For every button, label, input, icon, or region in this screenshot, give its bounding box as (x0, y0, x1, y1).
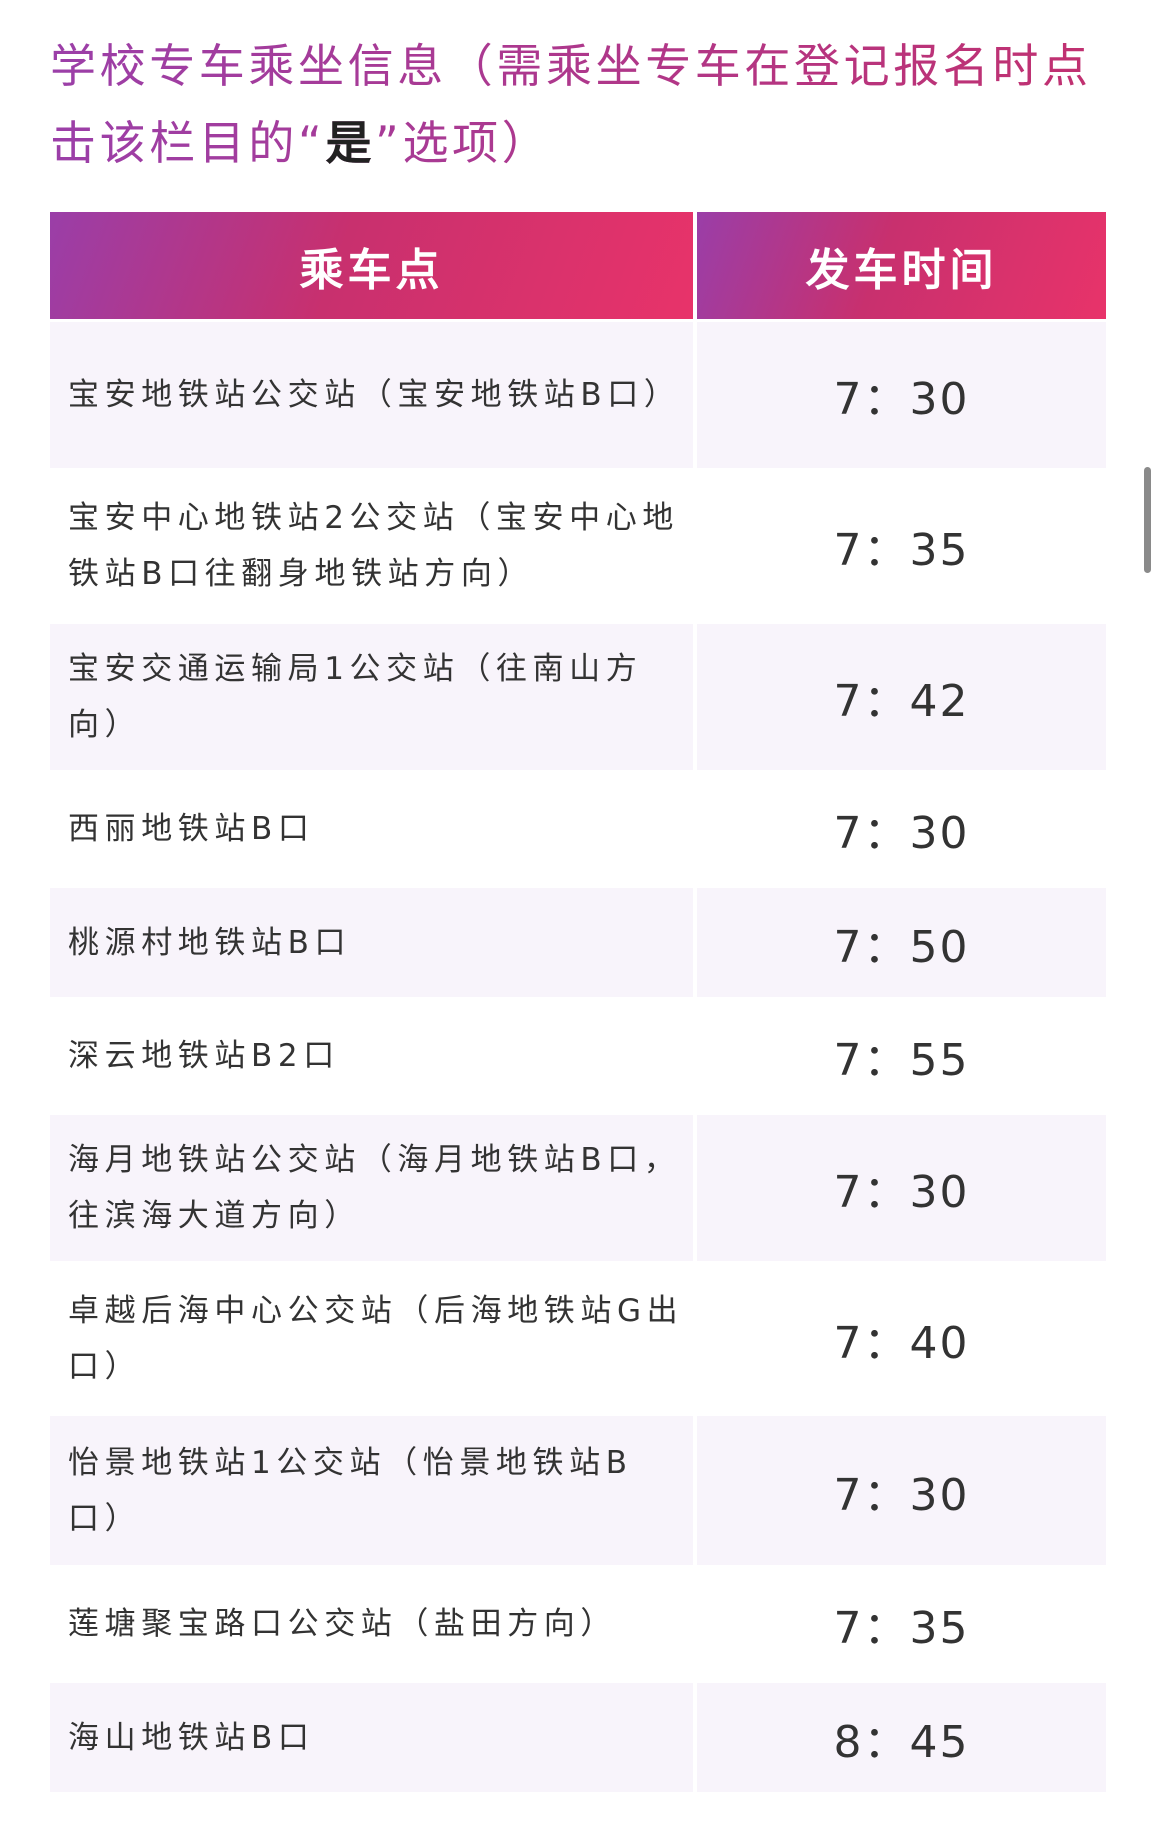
table-row: 海月地铁站公交站（海月地铁站B口，往滨海大道方向） 7：30 (50, 1115, 1106, 1261)
table-row: 宝安交通运输局1公交站（往南山方向） 7：42 (50, 624, 1106, 770)
table-row: 宝安地铁站公交站（宝安地铁站B口） 7：30 (50, 322, 1106, 468)
table-row: 桃源村地铁站B口 7：50 (50, 888, 1106, 997)
departure-time: 7：30 (697, 1416, 1106, 1565)
title-text: 学校专车乘坐信息（需乘坐专车在登记报名时点击该栏目的“ (50, 39, 1092, 170)
departure-time: 7：40 (833, 1317, 970, 1369)
departure-time: 7：55 (833, 1035, 970, 1086)
boarding-point: 西丽地铁站B口 (68, 811, 315, 847)
table-row: 怡景地铁站1公交站（怡景地铁站B口） 7：30 (50, 1416, 1106, 1565)
departure-time: 7：30 (697, 1115, 1106, 1261)
departure-time: 7：50 (697, 888, 1106, 997)
title-emphasis: 是 (325, 116, 376, 170)
table-row: 宝安中心地铁站2公交站（宝安中心地铁站B口往翻身地铁站方向） 7：35 (50, 471, 1106, 621)
boarding-point: 卓越后海中心公交站（后海地铁站G出口） (68, 1292, 684, 1385)
boarding-point: 怡景地铁站1公交站（怡景地铁站B口） (50, 1416, 693, 1565)
departure-time: 7：35 (833, 1603, 970, 1654)
table-row: 莲塘聚宝路口公交站（盐田方向） 7：35 (50, 1568, 1106, 1680)
table-row: 深云地铁站B2口 7：55 (50, 1000, 1106, 1112)
boarding-point: 宝安中心地铁站2公交站（宝安中心地铁站B口往翻身地铁站方向） (68, 500, 679, 592)
shuttle-schedule-table: 乘车点 发车时间 宝安地铁站公交站（宝安地铁站B口） 7：30 宝安中心地铁站2公交… (46, 209, 1110, 1795)
table-row: 海山地铁站B口 8：45 (50, 1683, 1106, 1792)
boarding-point: 莲塘聚宝路口公交站（盐田方向） (68, 1606, 617, 1642)
title-suffix: ”选项） (375, 116, 552, 170)
boarding-point: 宝安交通运输局1公交站（往南山方向） (50, 624, 693, 770)
scrollbar[interactable] (1144, 467, 1151, 573)
boarding-point: 海月地铁站公交站（海月地铁站B口，往滨海大道方向） (50, 1115, 693, 1261)
departure-time: 7：30 (833, 808, 970, 859)
departure-time: 7：35 (833, 525, 970, 576)
header-departure-time: 发车时间 (697, 212, 1106, 319)
boarding-point: 深云地铁站B2口 (68, 1038, 340, 1074)
table-header-row: 乘车点 发车时间 (50, 212, 1106, 319)
boarding-point: 海山地铁站B口 (50, 1683, 693, 1792)
header-boarding-point: 乘车点 (50, 212, 693, 319)
departure-time: 8：45 (697, 1683, 1106, 1792)
table-row: 西丽地铁站B口 7：30 (50, 773, 1106, 885)
boarding-point: 桃源村地铁站B口 (50, 888, 693, 997)
boarding-point: 宝安地铁站公交站（宝安地铁站B口） (50, 322, 693, 468)
departure-time: 7：42 (697, 624, 1106, 770)
section-title: 学校专车乘坐信息（需乘坐专车在登记报名时点击该栏目的“是”选项） (50, 28, 1130, 182)
departure-time: 7：30 (697, 322, 1106, 468)
table-row: 卓越后海中心公交站（后海地铁站G出口） 7：40 (50, 1264, 1106, 1413)
